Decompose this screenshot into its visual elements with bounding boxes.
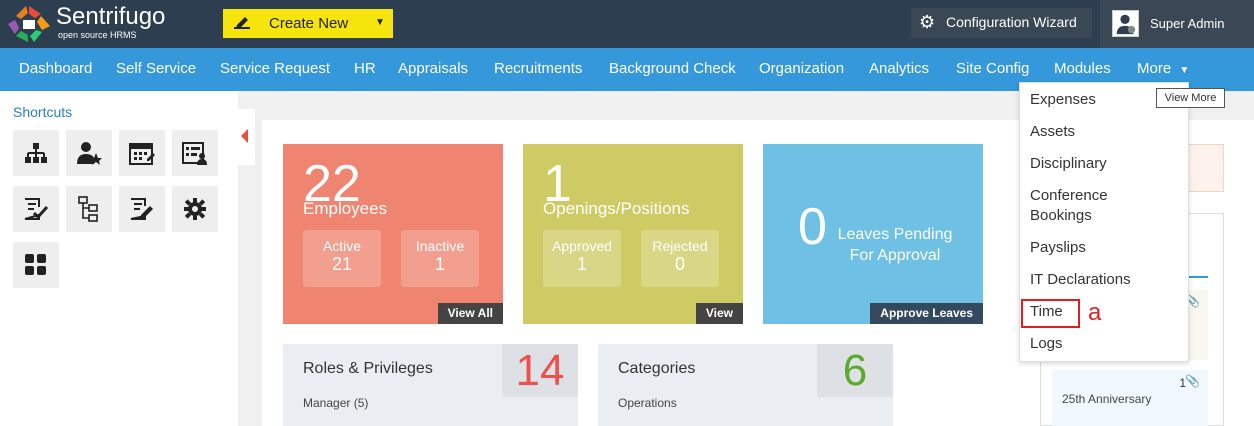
menu-item-conference-line1: Conference bbox=[1030, 187, 1108, 204]
user-menu[interactable]: Super Admin bbox=[1100, 0, 1254, 48]
categories-sub: Operations bbox=[618, 396, 677, 410]
calendar-icon[interactable] bbox=[119, 130, 165, 176]
menu-item-logs[interactable]: Logs bbox=[1030, 335, 1063, 352]
approve-leaves-link[interactable]: Approve Leaves bbox=[870, 303, 983, 324]
leaves-label-line1: Leaves Pending bbox=[837, 226, 953, 243]
anniversary-item: 1 📎 25th Anniversary bbox=[1052, 370, 1208, 426]
configuration-wizard-button[interactable]: ⚙ Configuration Wizard bbox=[911, 8, 1092, 38]
shortcuts-title: Shortcuts bbox=[13, 104, 73, 120]
employees-label: Employees bbox=[303, 199, 388, 218]
categories-card[interactable]: Categories Operations 6 bbox=[598, 344, 893, 426]
nav-recruitments[interactable]: Recruitments bbox=[494, 60, 583, 77]
menu-item-assets[interactable]: Assets bbox=[1030, 123, 1076, 140]
menu-item-time[interactable]: Time bbox=[1030, 303, 1063, 320]
nav-background-check[interactable]: Background Check bbox=[609, 60, 736, 77]
sidebar-collapse-toggle[interactable] bbox=[238, 109, 255, 165]
employees-count: 22 bbox=[303, 155, 361, 213]
view-all-link[interactable]: View All bbox=[437, 303, 503, 324]
rejected-box: Rejected 0 bbox=[641, 230, 719, 287]
menu-item-expenses[interactable]: Expenses bbox=[1030, 91, 1096, 108]
active-value: 21 bbox=[331, 254, 353, 274]
grid-icon[interactable] bbox=[13, 242, 59, 288]
org-chart-icon[interactable] bbox=[13, 130, 59, 176]
paperclip-icon[interactable]: 📎 bbox=[1185, 374, 1200, 388]
openings-count: 1 bbox=[543, 155, 572, 213]
shortcuts-sidebar: Shortcuts bbox=[0, 91, 238, 426]
create-new-label: Create New bbox=[269, 15, 349, 32]
tree-doc-icon[interactable] bbox=[66, 186, 112, 232]
notice-box bbox=[1182, 144, 1224, 192]
chevron-left-icon bbox=[241, 129, 248, 143]
pencil-icon bbox=[234, 17, 250, 29]
approved-box: Approved 1 bbox=[543, 230, 621, 287]
id-card-icon[interactable] bbox=[172, 130, 218, 176]
nav-service-request[interactable]: Service Request bbox=[220, 60, 331, 77]
rejected-value: 0 bbox=[674, 254, 685, 274]
caret-down-icon: ▼ bbox=[1179, 65, 1190, 76]
leaves-count: 0 bbox=[798, 198, 827, 256]
menu-item-conference-line2: Bookings bbox=[1030, 207, 1092, 224]
menu-item-conference-bookings[interactable]: Conference Bookings bbox=[1030, 186, 1108, 226]
nav-dashboard[interactable]: Dashboard bbox=[19, 60, 93, 77]
configuration-wizard-label: Configuration Wizard bbox=[946, 14, 1077, 30]
inactive-value: 1 bbox=[434, 254, 445, 274]
menu-item-it-declarations[interactable]: IT Declarations bbox=[1030, 271, 1131, 288]
nav-appraisals[interactable]: Appraisals bbox=[398, 60, 469, 77]
roles-privileges-card[interactable]: Roles & Privileges Manager (5) 14 bbox=[283, 344, 578, 426]
nav-hr[interactable]: HR bbox=[354, 60, 376, 77]
create-new-button[interactable]: Create New ▼ bbox=[223, 9, 393, 38]
inactive-label: Inactive bbox=[415, 238, 465, 254]
view-openings-link[interactable]: View bbox=[695, 303, 743, 324]
menu-item-payslips[interactable]: Payslips bbox=[1030, 239, 1086, 256]
leaves-label-line2: For Approval bbox=[849, 247, 941, 264]
leaves-label: Leaves Pending For Approval bbox=[835, 224, 955, 266]
gears-icon: ⚙ bbox=[919, 12, 936, 32]
rejected-label: Rejected bbox=[652, 238, 708, 254]
nav-self-service[interactable]: Self Service bbox=[116, 60, 197, 77]
openings-label: Openings/Positions bbox=[543, 199, 690, 218]
view-more-tooltip: View More bbox=[1156, 88, 1225, 108]
brand-name: Sentrifugo bbox=[56, 3, 166, 30]
roles-count: 14 bbox=[502, 344, 578, 397]
nav-analytics[interactable]: Analytics bbox=[869, 60, 930, 77]
inactive-box: Inactive 1 bbox=[401, 230, 479, 287]
nav-organization[interactable]: Organization bbox=[759, 60, 845, 77]
active-box: Active 21 bbox=[303, 230, 381, 287]
approved-label: Approved bbox=[552, 238, 612, 254]
edit-doc-icon[interactable] bbox=[119, 186, 165, 232]
brand-tagline: open source HRMS bbox=[58, 30, 137, 40]
roles-sub: Manager (5) bbox=[303, 396, 369, 410]
top-bar: Sentrifugo open source HRMS Create New ▼… bbox=[0, 0, 1254, 48]
nav-modules[interactable]: Modules bbox=[1054, 60, 1111, 77]
menu-item-disciplinary[interactable]: Disciplinary bbox=[1030, 155, 1107, 172]
roles-title: Roles & Privileges bbox=[303, 360, 433, 377]
approval-doc-icon[interactable] bbox=[13, 186, 59, 232]
nav-more[interactable]: More ▼ bbox=[1137, 60, 1189, 77]
nav-site-config[interactable]: Site Config bbox=[956, 60, 1030, 77]
employees-stat-card: 22 Employees Active 21 Inactive 1 View A… bbox=[283, 144, 503, 324]
user-avatar-icon bbox=[1112, 10, 1139, 37]
anniversary-text: 25th Anniversary bbox=[1062, 392, 1152, 406]
user-name: Super Admin bbox=[1150, 16, 1225, 31]
employee-star-icon[interactable] bbox=[66, 130, 112, 176]
openings-stat-card: 1 Openings/Positions Approved 1 Rejected… bbox=[523, 144, 743, 324]
anniversary-count: 1 bbox=[1179, 376, 1186, 390]
leaves-stat-card: 0 Leaves Pending For Approval Approve Le… bbox=[763, 144, 983, 324]
nav-more-label: More bbox=[1137, 60, 1172, 77]
gear-icon[interactable] bbox=[172, 186, 218, 232]
sentrifugo-logo-icon[interactable] bbox=[6, 4, 52, 44]
more-dropdown-menu: Expenses Assets Disciplinary Conference … bbox=[1019, 82, 1189, 362]
approved-value: 1 bbox=[576, 254, 587, 274]
chevron-down-icon: ▼ bbox=[375, 17, 385, 28]
active-label: Active bbox=[322, 238, 362, 254]
annotation-label: a bbox=[1088, 299, 1102, 326]
categories-count: 6 bbox=[817, 344, 893, 397]
annotation-highlight bbox=[1021, 299, 1080, 328]
categories-title: Categories bbox=[618, 360, 696, 377]
